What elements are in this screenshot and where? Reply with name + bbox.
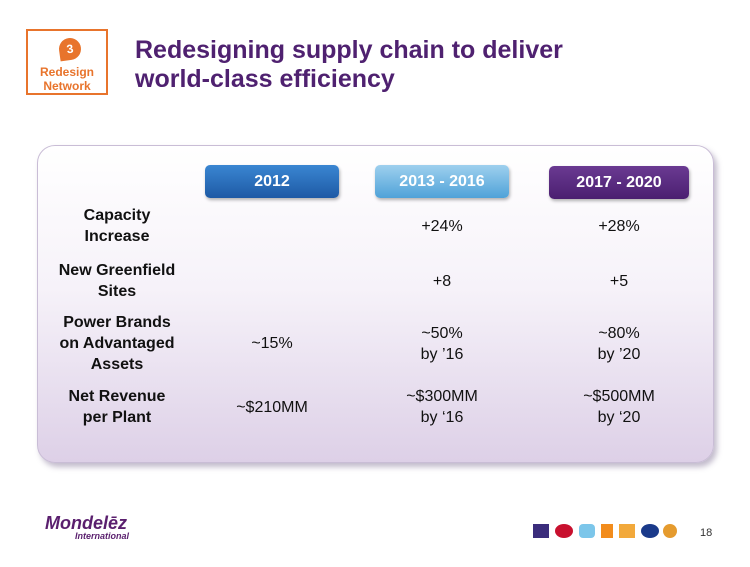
badge-number: 3 — [57, 36, 83, 62]
brand-icons — [533, 524, 693, 544]
cell-line: ~$300MM — [406, 388, 478, 405]
page-title: Redesigning supply chain to deliver worl… — [135, 36, 695, 94]
row-label-line: New Greenfield — [58, 262, 176, 279]
cell-capacity-2013-2016: +24% — [421, 218, 463, 235]
cell-greenfield-2013-2016: +8 — [432, 273, 452, 290]
title-line1: Redesigning supply chain to deliver — [135, 36, 563, 64]
cookie-icon — [641, 524, 659, 538]
column-header-2012: 2012 — [205, 165, 339, 198]
page-number: 18 — [700, 527, 713, 539]
cell-line: by ‘16 — [420, 409, 464, 426]
company-logo: Mondelēz International — [45, 513, 155, 545]
row-label-line: Capacity — [83, 207, 151, 224]
row-label-net-revenue: Net Revenue per Plant — [42, 386, 192, 428]
candy-icon — [555, 524, 573, 538]
cell-line: ~80% — [598, 325, 640, 342]
cell-line: ~50% — [421, 325, 463, 342]
logo-subtext: International — [75, 531, 130, 541]
cell-capacity-2017-2020: +28% — [598, 218, 640, 235]
row-label-greenfield: New Greenfield Sites — [42, 260, 192, 302]
drink-icon — [601, 524, 613, 538]
cell-greenfield-2017-2020: +5 — [609, 273, 629, 290]
logo-text: Mondelēz — [45, 513, 128, 533]
badge-label-line1: Redesign — [39, 65, 94, 79]
cup-icon — [663, 524, 677, 538]
row-label-capacity: Capacity Increase — [42, 205, 192, 247]
cell-power-brands-2012: ~15% — [251, 335, 293, 352]
row-label-line: on Advantaged — [59, 335, 175, 352]
cell-power-brands-2013-2016: ~50% by ’16 — [375, 323, 509, 365]
cell-power-brands-2017-2020: ~80% by ’20 — [552, 323, 686, 365]
cell-line: by ’16 — [420, 346, 464, 363]
row-label-power-brands: Power Brands on Advantaged Assets — [42, 312, 192, 375]
cell-net-revenue-2017-2020: ~$500MM by ‘20 — [552, 386, 686, 428]
cell-net-revenue-2013-2016: ~$300MM by ‘16 — [375, 386, 509, 428]
badge-label-line2: Network — [43, 79, 91, 93]
cell-line: by ’20 — [597, 346, 641, 363]
row-label-line: Assets — [90, 356, 144, 373]
title-line2: world-class efficiency — [135, 65, 395, 93]
cheese-icon — [579, 524, 595, 538]
cell-line: by ‘20 — [597, 409, 641, 426]
row-label-line: Net Revenue — [68, 388, 166, 405]
biscuit-icon — [533, 524, 549, 538]
coffee-icon — [619, 524, 635, 538]
cell-line: ~$500MM — [583, 388, 655, 405]
column-header-2013-2016: 2013 - 2016 — [375, 165, 509, 198]
row-label-line: Power Brands — [63, 314, 171, 331]
cell-net-revenue-2012: ~$210MM — [236, 399, 308, 416]
row-label-line: Sites — [97, 283, 137, 300]
badge-label: Redesign Network — [28, 65, 106, 93]
row-label-line: per Plant — [82, 409, 152, 426]
row-label-line: Increase — [84, 228, 150, 245]
section-badge: 3 Redesign Network — [26, 29, 108, 95]
column-header-2017-2020: 2017 - 2020 — [549, 166, 689, 199]
